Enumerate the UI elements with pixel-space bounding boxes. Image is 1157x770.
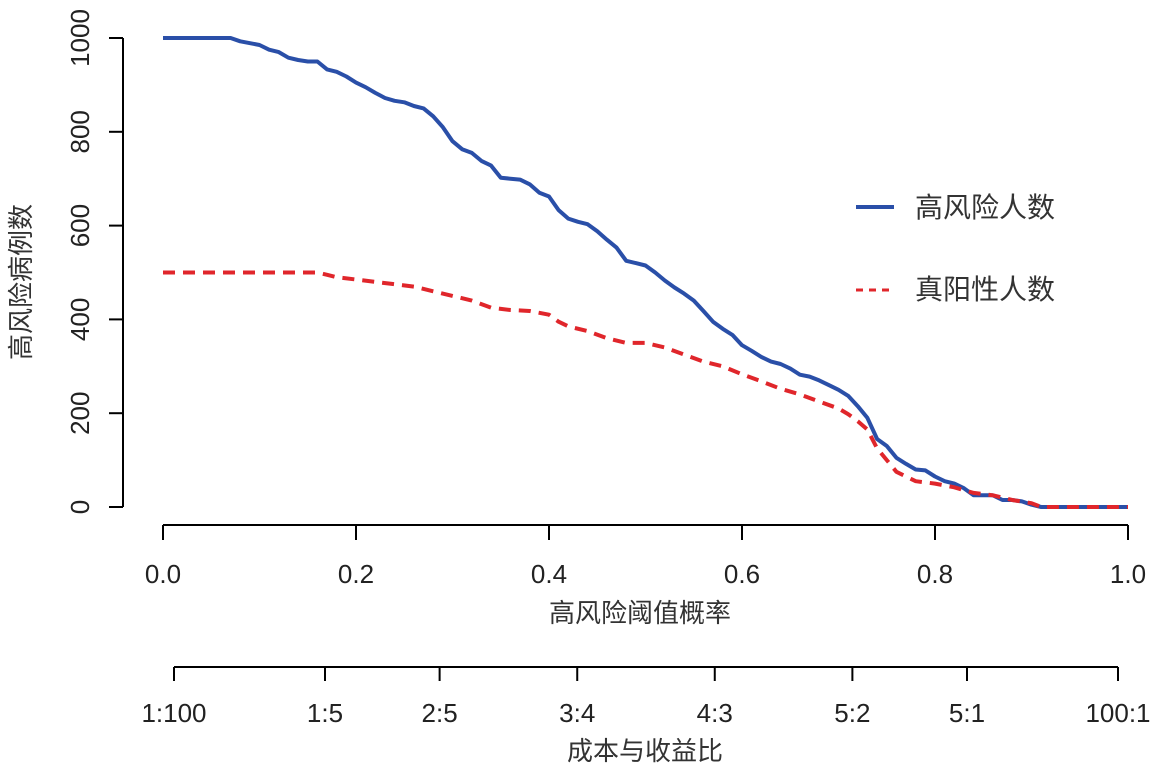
secondary-x-tick-label: 100:1 bbox=[1085, 698, 1150, 728]
secondary-x-tick-label: 2:5 bbox=[422, 698, 458, 728]
x-tick-label: 0.2 bbox=[338, 559, 374, 589]
secondary-x-tick-label: 4:3 bbox=[697, 698, 733, 728]
y-tick-label: 0 bbox=[65, 500, 95, 514]
y-tick-label: 800 bbox=[65, 110, 95, 153]
y-tick-label: 1000 bbox=[65, 9, 95, 67]
legend-label-true-positive: 真阳性人数 bbox=[915, 273, 1055, 306]
y-axis: 0 200 400 600 800 1000 bbox=[65, 9, 124, 514]
x-axis: 0.0 0.2 0.4 0.6 0.8 1.0 bbox=[145, 524, 1146, 589]
y-axis-title: 高风险病例数 bbox=[7, 204, 37, 360]
series-line-high-risk bbox=[163, 36, 1128, 509]
y-tick-label: 400 bbox=[65, 298, 95, 341]
x-axis-title: 高风险阈值概率 bbox=[549, 599, 731, 629]
series-layer bbox=[163, 36, 1128, 509]
y-tick-label: 200 bbox=[65, 392, 95, 435]
series-line-true-positive bbox=[163, 270, 1128, 509]
x-tick-label: 0.6 bbox=[724, 559, 760, 589]
y-tick-label: 600 bbox=[65, 204, 95, 247]
secondary-x-axis: 1:100 1:5 2:5 3:4 4:3 5:2 5:1 100:1 bbox=[141, 666, 1151, 728]
secondary-x-tick-label: 1:100 bbox=[141, 698, 206, 728]
x-tick-label: 0.4 bbox=[531, 559, 567, 589]
secondary-x-axis-title: 成本与收益比 bbox=[567, 737, 723, 767]
legend-label-high-risk: 高风险人数 bbox=[915, 191, 1055, 224]
legend: 高风险人数 真阳性人数 bbox=[856, 191, 1055, 306]
x-tick-label: 0.8 bbox=[917, 559, 953, 589]
x-tick-label: 1.0 bbox=[1110, 559, 1146, 589]
x-tick-label: 0.0 bbox=[145, 559, 181, 589]
secondary-x-tick-label: 1:5 bbox=[307, 698, 343, 728]
secondary-x-tick-label: 3:4 bbox=[559, 698, 595, 728]
secondary-x-tick-label: 5:1 bbox=[949, 698, 985, 728]
secondary-x-tick-label: 5:2 bbox=[834, 698, 870, 728]
